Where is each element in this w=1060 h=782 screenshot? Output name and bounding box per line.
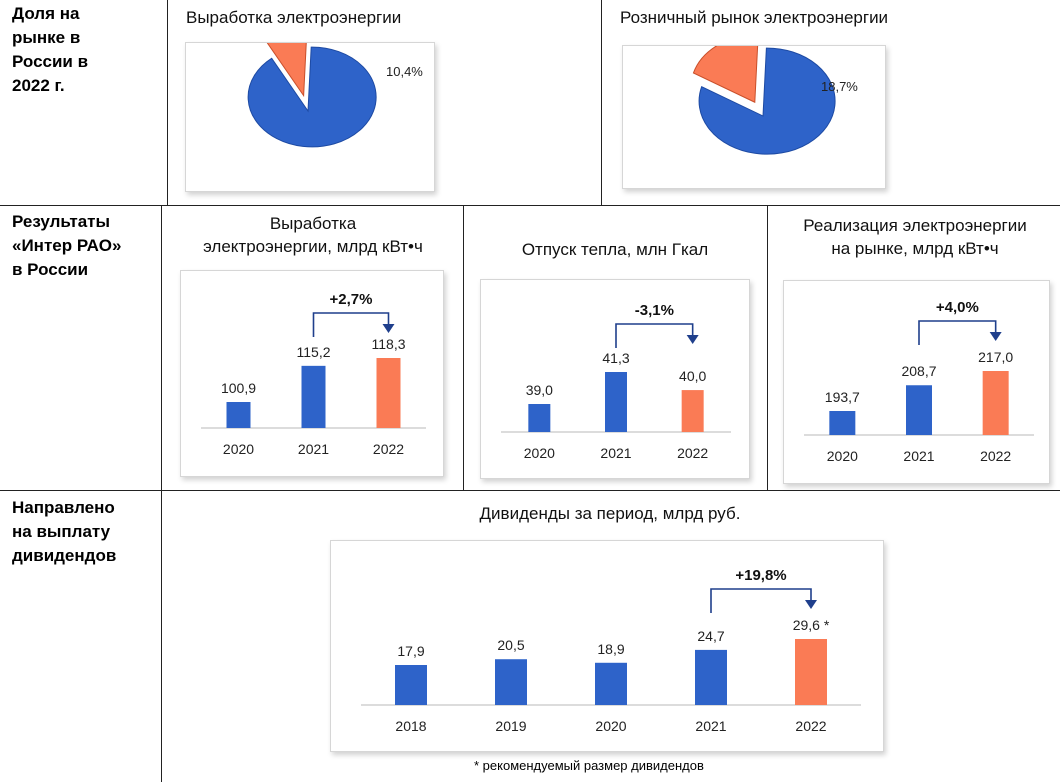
change-label: -3,1% — [635, 302, 674, 319]
grid-line — [0, 205, 1060, 206]
category-label: 2022 — [677, 445, 708, 461]
change-arrow-line — [918, 320, 997, 345]
category-label: 2020 — [223, 441, 254, 457]
pie-share-label: 18,7% — [821, 79, 858, 94]
category-label: 2021 — [600, 445, 631, 461]
bar — [395, 665, 427, 705]
grid-line — [161, 490, 162, 782]
bar-value-label: 208,7 — [901, 363, 936, 379]
grid-line — [161, 205, 162, 490]
change-arrow-line — [312, 312, 390, 337]
bar — [605, 372, 627, 432]
category-label: 2022 — [373, 441, 404, 457]
chart-title-retail-share: Розничный рынок электроэнергии — [620, 8, 889, 27]
grid-line — [601, 0, 602, 205]
chart-panel: 193,7 2020 208,7 2021 217,0 2022 +4,0% — [783, 280, 1050, 484]
grid-line — [767, 205, 768, 490]
bar-chart-generation: 100,9 2020 115,2 2021 118,3 2022 +2,7% — [201, 291, 426, 457]
bar — [795, 639, 827, 705]
change-arrow-head — [382, 324, 395, 333]
bar — [982, 371, 1009, 435]
bar-value-label: 115,2 — [297, 344, 331, 360]
change-arrow-head — [686, 335, 699, 344]
bar — [681, 390, 704, 432]
bar — [695, 649, 727, 705]
bar-chart-sales: 193,7 2020 208,7 2021 217,0 2022 +4,0% — [804, 299, 1034, 464]
row-label-market-share: Доля на рынке в России в 2022 г. — [12, 4, 89, 95]
change-label: +19,8% — [735, 567, 786, 584]
category-label: 2020 — [595, 718, 626, 734]
category-label: 2021 — [903, 448, 934, 464]
bar-value-label: 18,9 — [597, 641, 624, 657]
grid-line — [0, 490, 1060, 491]
bar-value-label: 217,0 — [978, 349, 1013, 365]
bar-value-label: 100,9 — [221, 380, 256, 396]
chart-title-generation: Выработка электроэнергии, млрд кВт•ч — [203, 214, 423, 256]
category-label: 2020 — [827, 448, 858, 464]
bar-value-label: 193,7 — [825, 389, 860, 405]
change-arrow-head — [805, 600, 817, 609]
bar-value-label: 24,7 — [697, 628, 724, 644]
bar — [595, 662, 627, 705]
grid-line — [463, 205, 464, 490]
pie-chart-generation: 10,4% — [247, 31, 423, 148]
bar — [301, 365, 326, 428]
row-label-results: Результаты «Интер РАО» в России — [12, 212, 122, 279]
change-label: +2,7% — [330, 291, 373, 308]
chart-title-generation-share: Выработка электроэнергии — [186, 8, 402, 27]
chart-panel: 10,4% — [185, 31, 435, 192]
footnote: * рекомендуемый размер дивидендов — [474, 758, 704, 773]
bar — [528, 404, 551, 432]
chart-panel: 39,0 2020 41,3 2021 40,0 2022 -3,1% — [480, 279, 750, 479]
bar — [829, 411, 856, 435]
change-arrow-line — [710, 588, 812, 613]
chart-title-heat: Отпуск тепла, млн Гкал — [521, 240, 709, 259]
chart-panel: 18,7% — [622, 33, 886, 189]
bar — [495, 659, 527, 705]
change-arrow-head — [989, 332, 1002, 341]
category-label: 2018 — [395, 718, 426, 734]
category-label: 2020 — [524, 445, 555, 461]
chart-title-dividends: Дивиденды за период, млрд руб. — [479, 504, 741, 523]
row-label-dividends: Направлено на выплату дивидендов — [12, 498, 117, 565]
category-label: 2022 — [980, 448, 1011, 464]
bar-value-label: 20,5 — [497, 637, 524, 653]
bar — [226, 402, 251, 428]
pie-chart-retail: 18,7% — [692, 33, 858, 155]
category-label: 2021 — [298, 441, 329, 457]
pie-share-label: 10,4% — [386, 64, 423, 79]
bar — [376, 358, 401, 428]
chart-panel: 100,9 2020 115,2 2021 118,3 2022 +2,7% — [180, 270, 444, 477]
change-arrow-line — [615, 323, 694, 348]
chart-panel: 17,9 2018 20,5 2019 18,9 2020 24,7 2021 29,6 * 20… — [330, 540, 884, 752]
bar-value-label: 17,9 — [397, 643, 424, 659]
bar-value-label: 41,3 — [602, 350, 629, 366]
chart-title-sales: Реализация электроэнергии на рынке, млрд… — [803, 216, 1027, 258]
bar-value-label: 39,0 — [526, 382, 553, 398]
pie-slice-other — [247, 46, 377, 148]
bar — [906, 385, 932, 435]
bar-chart-heat: 39,0 2020 41,3 2021 40,0 2022 -3,1% — [501, 302, 731, 461]
bar-chart-dividends: 17,9 2018 20,5 2019 18,9 2020 24,7 2021 29,6 * 20… — [361, 567, 861, 734]
bar-value-label: 29,6 * — [793, 617, 830, 633]
change-label: +4,0% — [936, 299, 979, 316]
grid-line — [167, 0, 168, 205]
bar-value-label: 40,0 — [679, 368, 706, 384]
bar-value-label: 118,3 — [372, 336, 406, 352]
pie-slice-other — [698, 47, 836, 155]
category-label: 2019 — [495, 718, 526, 734]
category-label: 2021 — [695, 718, 726, 734]
category-label: 2022 — [795, 718, 826, 734]
